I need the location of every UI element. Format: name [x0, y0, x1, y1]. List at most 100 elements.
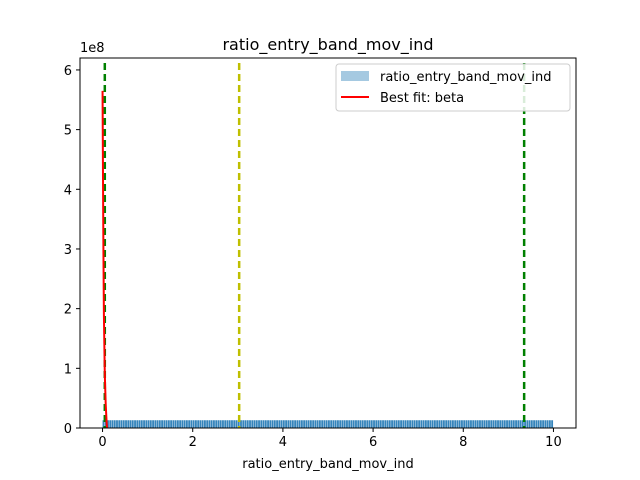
histogram-bar [260, 420, 263, 428]
histogram-bar [535, 420, 538, 428]
histogram-bar [373, 420, 375, 428]
histogram-bar [352, 420, 355, 428]
histogram-bar [474, 420, 477, 428]
histogram-bar [411, 420, 414, 428]
histogram-bar [190, 420, 193, 428]
histogram-bar [402, 420, 405, 428]
histogram-bar [339, 420, 342, 428]
histogram-bar [521, 420, 524, 428]
x-tick-label: 8 [459, 435, 467, 450]
histogram-bar [296, 420, 299, 428]
histogram-bar [237, 420, 240, 428]
histogram-bar [201, 420, 204, 428]
x-tick-label: 6 [369, 435, 377, 450]
histogram-bar [131, 420, 134, 428]
histogram-bar [368, 420, 371, 428]
histogram-bar [519, 420, 522, 428]
x-tick-label: 4 [279, 435, 287, 450]
histogram-bar [246, 420, 249, 428]
histogram-bar [537, 420, 540, 428]
histogram-bar [481, 420, 484, 428]
histogram-bar [289, 420, 292, 428]
histogram-bar [161, 420, 164, 428]
histogram-bar [539, 420, 542, 428]
histogram-bar [294, 420, 297, 428]
histogram-bar [264, 420, 267, 428]
histogram-bar [393, 420, 396, 428]
histogram-bar [515, 420, 517, 428]
histogram-bar [174, 420, 177, 428]
y-tick-label: 2 [64, 303, 72, 318]
histogram-bar [348, 420, 351, 428]
histogram-bar [370, 420, 373, 428]
histogram-bar [379, 420, 382, 428]
histogram-bar [346, 420, 348, 428]
histogram-bar [318, 420, 321, 428]
histogram-bar [546, 420, 549, 428]
histogram-bar [337, 420, 339, 428]
histogram-bar [501, 420, 504, 428]
histogram-bar [152, 420, 154, 428]
histogram-bar [285, 420, 288, 428]
histogram-bar [183, 420, 186, 428]
y-axis-ticks: 0 1 2 3 4 5 6 [64, 64, 80, 437]
histogram-bar [436, 420, 439, 428]
histogram-bar [122, 420, 125, 428]
histogram-bar [449, 420, 452, 428]
histogram-bar [497, 420, 499, 428]
x-tick-label: 0 [98, 435, 106, 450]
histogram-bar [309, 420, 312, 428]
histogram-bar [418, 420, 421, 428]
histogram-bar [454, 420, 457, 428]
histogram-bar [149, 420, 152, 428]
histogram-bar [490, 420, 493, 428]
legend-label-histogram: ratio_entry_band_mov_ind [380, 70, 551, 85]
histogram-bar [291, 420, 294, 428]
histogram-bar [366, 420, 369, 428]
histogram-bar [512, 420, 515, 428]
histogram-bar [350, 420, 353, 428]
histogram-bar [323, 420, 326, 428]
histogram-bar [321, 420, 324, 428]
histogram-bar [235, 420, 238, 428]
histogram-bar [456, 420, 459, 428]
histogram-bar [280, 420, 283, 428]
histogram-bar [188, 420, 191, 428]
histogram-bar [194, 420, 197, 428]
histogram-bar [228, 420, 231, 428]
histogram-bar [483, 420, 486, 428]
histogram-bar [298, 420, 301, 428]
histogram-bar [476, 420, 479, 428]
histogram-bar [382, 420, 384, 428]
histogram-bar [424, 420, 427, 428]
histogram-bar [551, 420, 554, 428]
histogram-bar [204, 420, 206, 428]
histogram-bar [528, 420, 531, 428]
histogram-bar [488, 420, 490, 428]
histogram-bar [249, 420, 251, 428]
legend-box [335, 63, 571, 112]
histogram-bar [113, 420, 116, 428]
histogram-bar [355, 420, 357, 428]
histogram-bar [305, 420, 308, 428]
histogram-bar [361, 420, 364, 428]
histogram-bar [104, 420, 107, 428]
histogram-bar [176, 420, 179, 428]
histogram-bar [429, 420, 432, 428]
histogram-bar [258, 420, 260, 428]
histogram-bar [213, 420, 215, 428]
histogram-bar [485, 420, 488, 428]
histogram-bar [219, 420, 222, 428]
histogram-bar [524, 420, 526, 428]
histogram-bar [127, 420, 130, 428]
histogram-bar [111, 420, 114, 428]
histogram-bar [172, 420, 175, 428]
histogram-bar [120, 420, 123, 428]
histogram-bar [438, 420, 441, 428]
histogram-bar [192, 420, 195, 428]
histogram-bar [467, 420, 470, 428]
histogram-bar [240, 420, 242, 428]
histogram-bar [400, 420, 402, 428]
histogram-bar [136, 420, 139, 428]
histogram-bar [395, 420, 398, 428]
